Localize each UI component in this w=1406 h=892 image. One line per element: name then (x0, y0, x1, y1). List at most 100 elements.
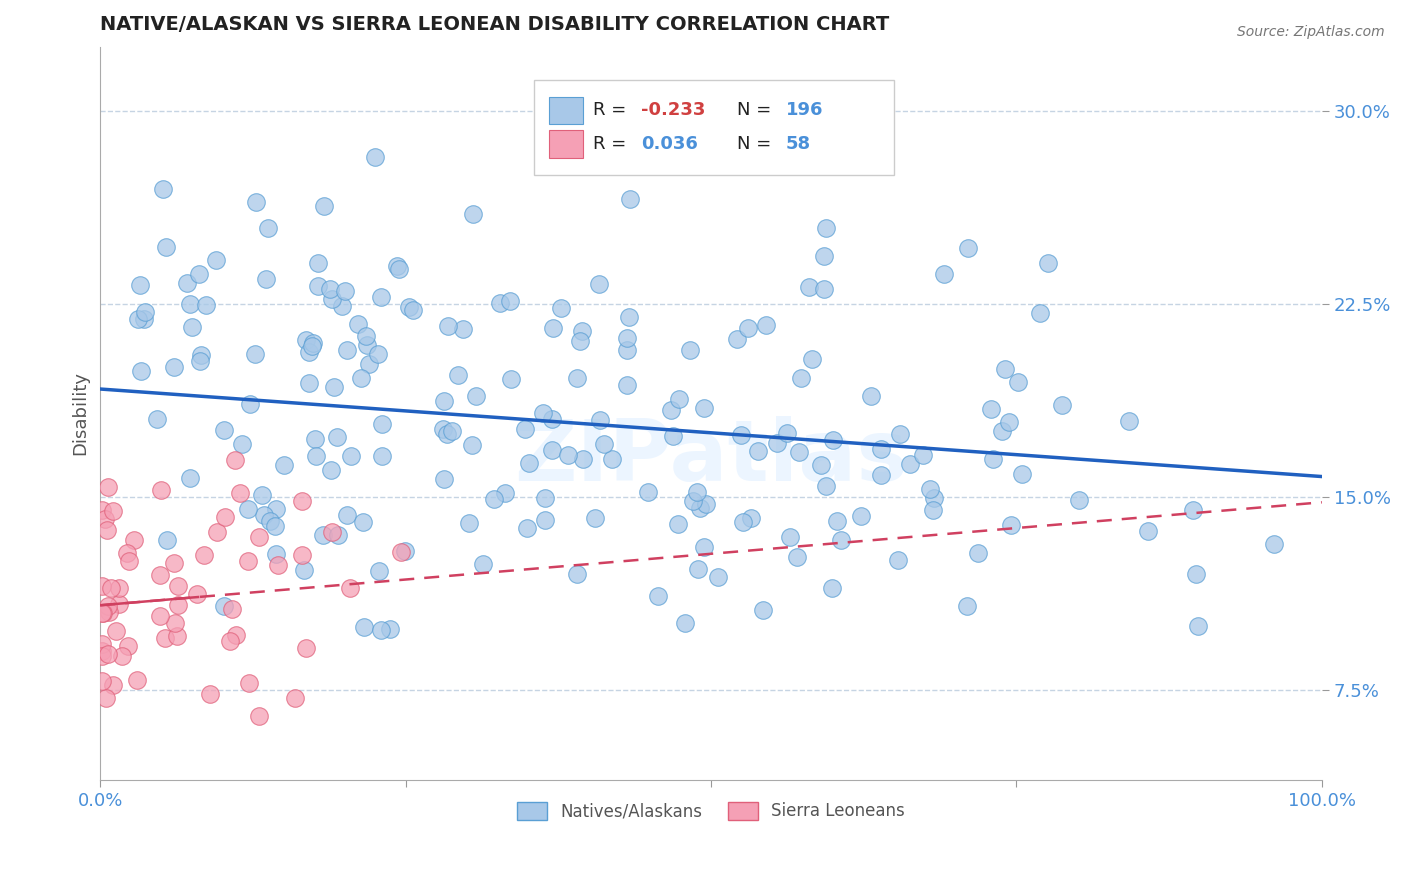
Point (1011, 467, 1033, 481)
FancyBboxPatch shape (534, 79, 894, 175)
Point (1050, 399, 1073, 413)
Point (312, 199, 335, 213)
Point (167, 599, 190, 613)
Point (688, 562, 710, 576)
Point (569, 334, 592, 348)
Point (1000, 518, 1022, 533)
Point (637, 485, 659, 500)
Point (253, 508, 276, 522)
Point (179, 471, 201, 485)
Point (368, 564, 391, 578)
Point (519, 457, 541, 471)
Point (494, 486, 516, 500)
Point (298, 345, 321, 359)
Point (693, 401, 716, 416)
Point (432, 422, 454, 436)
Point (98, 605, 121, 619)
Point (588, 277, 610, 291)
Point (219, 634, 242, 648)
Bar (548, 130, 583, 158)
Text: N =: N = (737, 102, 776, 120)
Point (129, 364, 152, 378)
Point (747, 444, 769, 458)
Point (440, 424, 463, 438)
Point (257, 221, 280, 235)
Point (398, 300, 420, 314)
Point (731, 515, 754, 529)
Point (814, 478, 837, 492)
Point (437, 319, 460, 334)
Point (730, 428, 752, 442)
Text: R =: R = (592, 102, 631, 120)
Point (821, 433, 844, 447)
Point (163, 360, 186, 375)
Point (787, 445, 810, 459)
Point (117, 554, 139, 568)
Point (565, 566, 588, 581)
Point (489, 296, 512, 310)
Point (463, 207, 485, 221)
Point (294, 334, 316, 348)
Point (128, 277, 150, 292)
Point (370, 623, 392, 637)
Point (371, 449, 394, 463)
Point (740, 511, 762, 525)
Point (93, 606, 115, 620)
Point (323, 379, 346, 393)
Point (869, 442, 891, 457)
Point (108, 581, 131, 595)
Point (134, 305, 156, 319)
Point (967, 546, 990, 560)
Point (567, 370, 589, 384)
Point (108, 597, 131, 611)
Point (357, 357, 380, 371)
Point (571, 324, 593, 338)
Point (231, 437, 253, 451)
Point (458, 516, 481, 531)
Point (707, 569, 730, 583)
Point (149, 567, 172, 582)
Point (765, 435, 787, 450)
Point (302, 336, 325, 351)
Point (889, 427, 911, 442)
Point (695, 498, 717, 512)
Point (1263, 537, 1285, 551)
Point (1182, 503, 1205, 517)
Point (198, 687, 221, 701)
Point (998, 415, 1021, 429)
Point (389, 545, 412, 559)
Point (616, 378, 638, 392)
Point (94, 690, 117, 705)
Point (163, 556, 186, 570)
Point (800, 352, 823, 367)
Point (298, 376, 321, 390)
Point (264, 502, 287, 516)
Point (204, 252, 226, 267)
Point (737, 321, 759, 335)
Point (90, 502, 112, 516)
Point (367, 346, 389, 360)
Point (352, 515, 374, 529)
Point (550, 301, 572, 315)
Point (619, 192, 641, 206)
Point (725, 332, 748, 346)
Point (572, 452, 595, 467)
Point (243, 347, 266, 361)
Point (436, 427, 458, 442)
Point (589, 413, 612, 427)
Point (212, 599, 235, 614)
Point (259, 514, 281, 528)
Point (96, 647, 118, 661)
Point (176, 277, 198, 291)
Point (291, 493, 314, 508)
Point (484, 491, 506, 506)
Point (541, 321, 564, 335)
Point (90, 643, 112, 657)
Point (212, 423, 235, 437)
Point (918, 483, 941, 497)
Point (980, 401, 1002, 416)
Point (370, 290, 392, 304)
Point (1067, 493, 1090, 508)
Text: Source: ZipAtlas.com: Source: ZipAtlas.com (1237, 25, 1385, 39)
Point (900, 457, 922, 471)
